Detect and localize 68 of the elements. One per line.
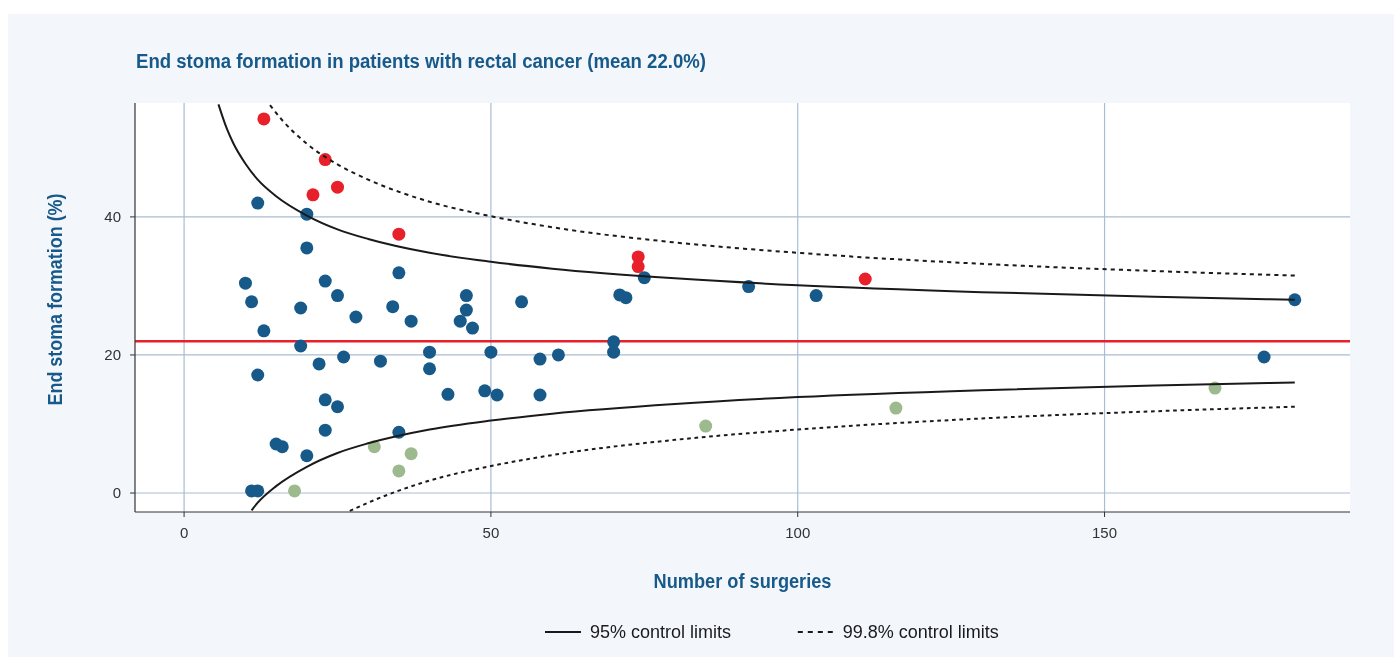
point	[441, 387, 455, 401]
point	[349, 310, 363, 324]
legend-label: 99.8% control limits	[842, 622, 999, 642]
x-tick-label: 50	[482, 524, 500, 541]
point	[392, 266, 406, 280]
point	[607, 335, 621, 349]
point	[392, 464, 406, 478]
point	[478, 384, 492, 398]
chart-title: End stoma formation in patients with rectal cancer (mean 22.0%)	[136, 50, 750, 72]
point	[631, 260, 645, 274]
point	[312, 357, 326, 371]
point	[294, 301, 308, 315]
point	[257, 324, 271, 338]
line-series	[269, 104, 1296, 277]
point	[275, 440, 289, 454]
point	[459, 289, 473, 303]
y-tick-label: 20	[104, 346, 121, 364]
point	[331, 180, 344, 194]
point	[515, 295, 529, 309]
point	[404, 314, 418, 328]
point	[238, 276, 252, 290]
point	[619, 291, 633, 305]
point	[386, 300, 400, 314]
point	[466, 321, 479, 335]
point	[251, 368, 265, 382]
point	[318, 274, 332, 288]
point	[699, 419, 713, 433]
point	[331, 289, 344, 303]
line-series	[250, 381, 1296, 512]
legend-label: 95% control limits	[590, 622, 732, 642]
line-series	[348, 405, 1296, 512]
point	[337, 350, 351, 364]
point	[306, 188, 320, 202]
point	[251, 196, 265, 210]
point	[300, 241, 314, 255]
point	[453, 314, 467, 328]
point	[318, 153, 332, 167]
point	[858, 272, 872, 286]
point	[423, 345, 437, 359]
point	[889, 401, 903, 415]
point	[404, 447, 418, 461]
point	[423, 362, 437, 376]
point	[331, 400, 344, 414]
y-tick-label: 0	[112, 484, 121, 502]
point	[300, 449, 314, 463]
point	[607, 345, 621, 359]
point	[533, 388, 547, 402]
point	[245, 295, 259, 309]
point	[533, 352, 547, 366]
point	[318, 393, 332, 407]
point	[373, 354, 387, 368]
point	[1257, 350, 1271, 364]
point	[257, 112, 271, 126]
point	[294, 339, 308, 353]
y-tick-label: 40	[104, 208, 121, 226]
x-tick-label: 100	[785, 524, 811, 541]
y-axis-title: End stoma formation (%)	[44, 168, 66, 406]
point	[809, 289, 823, 303]
point	[490, 388, 504, 402]
point	[288, 484, 302, 498]
x-tick-label: 0	[179, 524, 189, 541]
point	[551, 348, 565, 362]
point	[392, 227, 406, 241]
x-tick-label: 150	[1092, 524, 1118, 541]
point	[484, 345, 498, 359]
point	[318, 423, 332, 437]
point	[459, 303, 473, 317]
x-axis-title: Number of surgeries	[653, 570, 850, 592]
